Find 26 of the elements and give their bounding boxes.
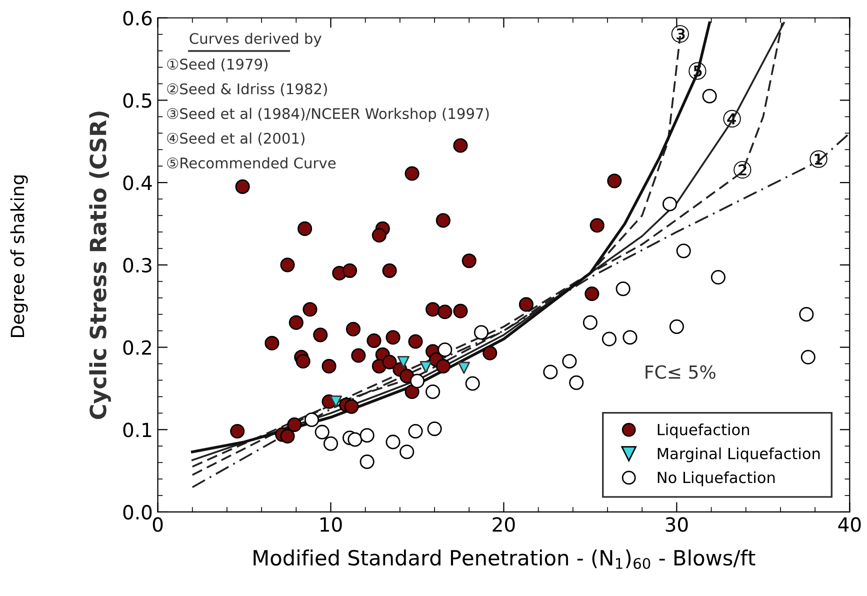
annotation: FC≤ 5% <box>646 365 716 379</box>
annotation: ③Seed et al (1984)/NCEER Workshop (1997) <box>167 108 489 122</box>
y-tick-label: 0.2 <box>123 340 151 355</box>
y-tick-label: 0.1 <box>123 422 152 438</box>
x-tick-label: 30 <box>666 517 688 532</box>
y-tick-label: 0.5 <box>123 93 152 108</box>
x-tick-label: 40 <box>838 517 861 532</box>
annotation: ①Seed (1979) <box>167 58 268 72</box>
annotation: Curves derived by <box>190 32 322 47</box>
x-tick-label: 0 <box>152 517 163 532</box>
annotation: ③ <box>671 25 689 43</box>
text: Degree of shaking <box>10 175 28 337</box>
x-axis-title: Modified Standard Penetration - (N$_{1}$)$_{60}$ - Blows/ft <box>254 550 756 569</box>
annotation: ②Seed & Idriss (1982) <box>167 83 327 96</box>
legend-label: No Liquefaction <box>658 471 775 486</box>
x-tick-label: 20 <box>492 517 515 532</box>
y-tick-label: 0.3 <box>123 258 152 273</box>
y-tick-label: 0.4 <box>123 176 152 190</box>
x-tick-label: 10 <box>320 517 342 532</box>
legend-label: Liquefaction <box>658 424 750 438</box>
y-axis-title: Cyclic Stress Ratio (CSR) <box>89 112 111 420</box>
legend-label: Marginal Liquefaction <box>658 447 820 462</box>
annotation: ⑤Recommended Curve <box>167 157 336 168</box>
y-tick-label: 0.0 <box>123 504 152 520</box>
annotation: ④Seed et al (2001) <box>167 132 304 146</box>
y-tick-label: 0.6 <box>123 10 152 26</box>
